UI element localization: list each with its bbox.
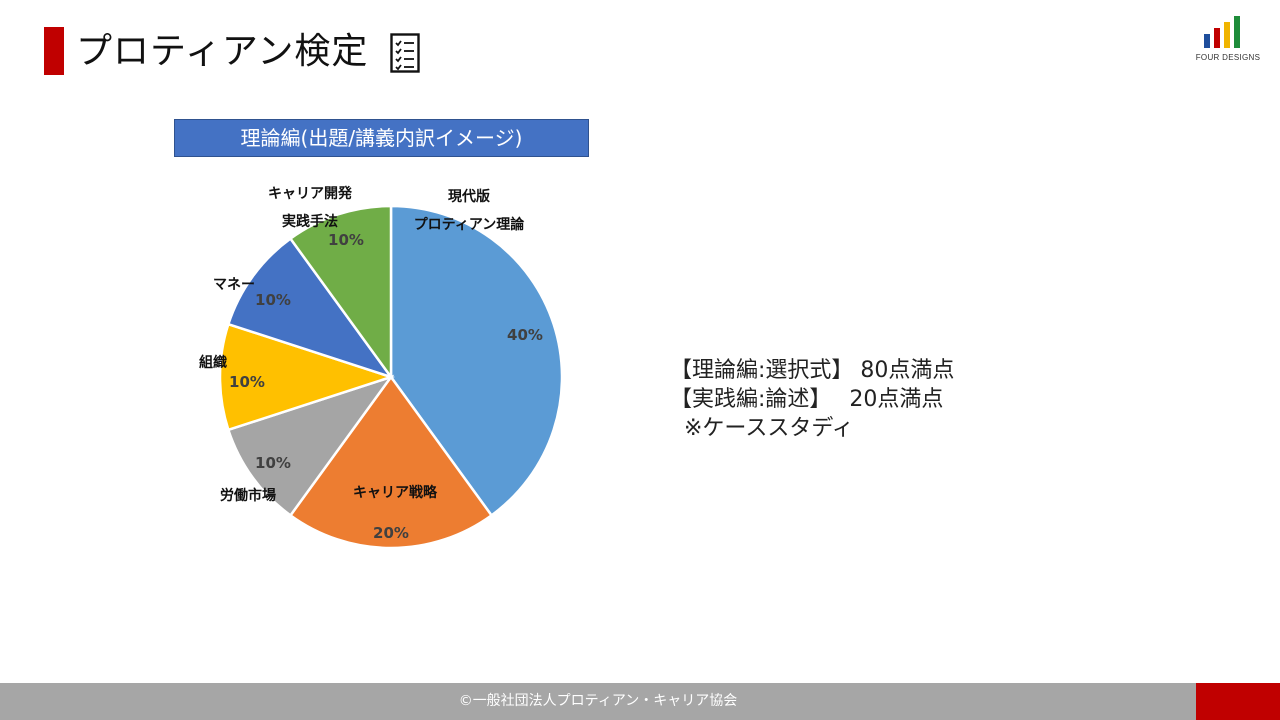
logo-bar-4 [1234, 16, 1240, 48]
pie-slice-5 [226, 236, 395, 380]
scoring-note: 【理論編:選択式】 80点満点 【実践編:論述】 20点満点 ※ケーススタディ [670, 356, 954, 443]
pie-data-label-1: 40% [507, 326, 543, 344]
pie-slice-1 [389, 204, 564, 518]
page-title: プロティアン検定 [76, 31, 369, 72]
pie-category-label-4-line-1: 組織 [199, 354, 227, 371]
pie-category-label-5-line-1: マネー [213, 277, 255, 293]
pie-slice-6 [288, 204, 393, 381]
logo-bar-1 [1204, 34, 1210, 48]
footer-bar: ©一般社団法人プロティアン・キャリア協会 [0, 683, 1196, 720]
pie-category-label-6-line-1: キャリア開発 [268, 185, 353, 202]
scoring-note-line-2: 【実践編:論述】 20点満点 [670, 387, 944, 412]
pie-data-label-4: 10% [229, 373, 265, 391]
logo-bar-3 [1224, 22, 1230, 48]
chart-title: 理論編(出題/講義内訳イメージ) [174, 119, 589, 157]
scoring-note-line-3: ※ケーススタディ [670, 416, 854, 441]
pie-category-label-1-line-2: プロティアン理論 [414, 216, 526, 233]
title-accent-bar [44, 27, 64, 75]
pie-slice-4 [218, 322, 396, 432]
pie-data-label-2: 20% [373, 524, 409, 542]
pie-category-label-1-line-1: 現代版 [448, 188, 490, 205]
pie-slice-3 [226, 374, 395, 518]
pie-data-label-3: 10% [255, 454, 291, 472]
scoring-note-line-1: 【理論編:選択式】 80点満点 [670, 358, 955, 383]
pie-data-label-5: 10% [255, 291, 291, 309]
four-designs-logo [1204, 16, 1240, 48]
checklist-icon [390, 33, 420, 73]
pie-category-label-3-line-1: 労働市場 [220, 487, 276, 504]
footer-accent [1196, 683, 1280, 720]
pie-slice-2 [288, 374, 494, 550]
logo-text: FOUR DESIGNS [1195, 53, 1261, 62]
pie-category-label-2-line-1: キャリア戦略 [353, 484, 438, 501]
pie-data-label-6: 10% [328, 231, 364, 249]
pie-category-label-6-line-2: 実践手法 [282, 213, 338, 230]
logo-bar-2 [1214, 28, 1220, 48]
